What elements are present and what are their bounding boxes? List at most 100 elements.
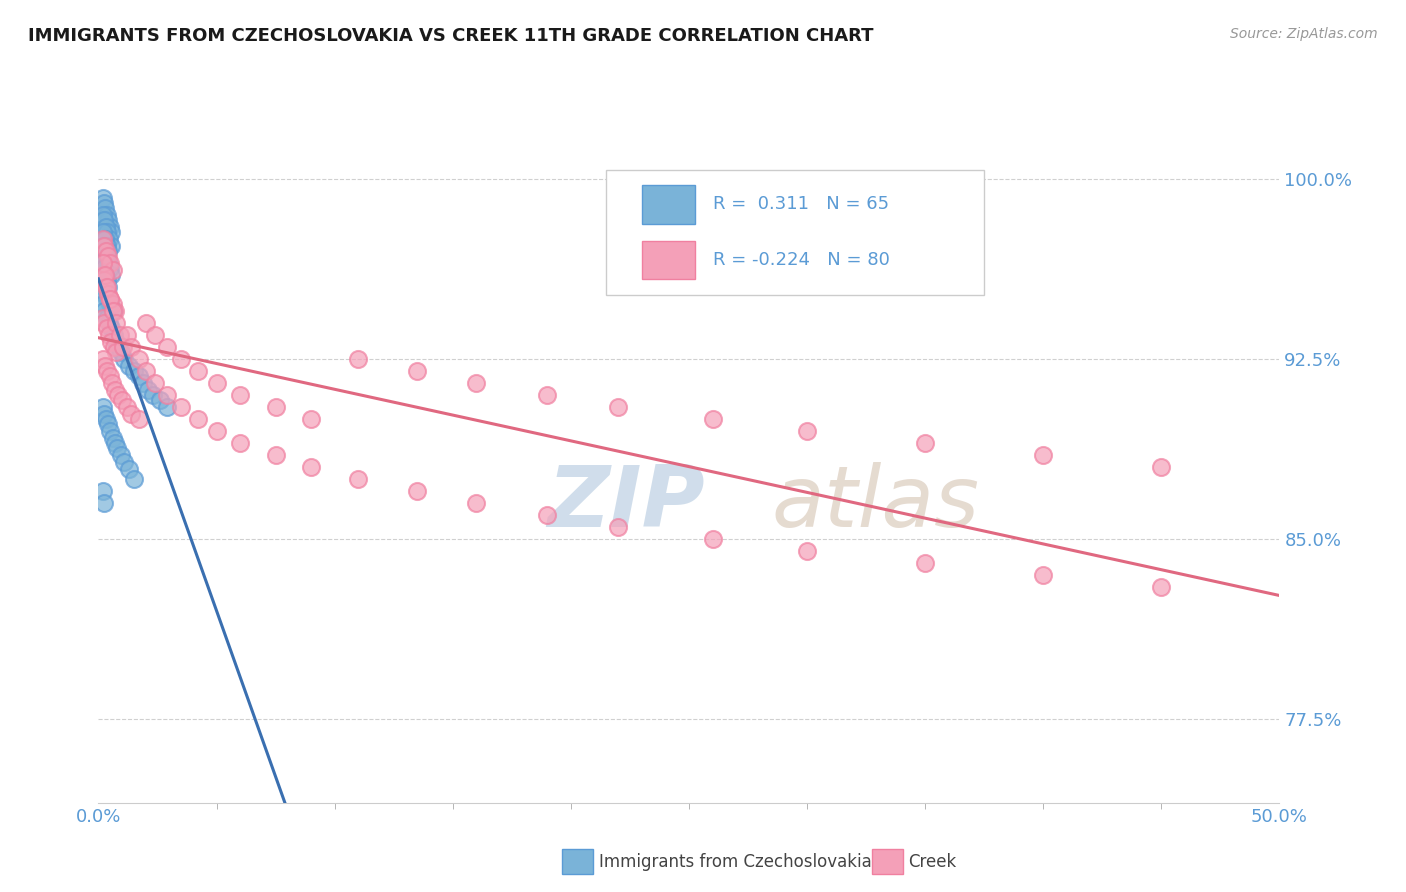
Point xyxy=(104,436,127,450)
Point xyxy=(98,256,121,270)
Point xyxy=(98,219,121,234)
Point xyxy=(97,280,120,294)
Point xyxy=(299,459,322,474)
Point xyxy=(98,297,121,311)
Point xyxy=(170,400,193,414)
Point xyxy=(128,412,150,426)
Point xyxy=(121,340,143,354)
Point xyxy=(347,472,370,486)
Point xyxy=(156,388,179,402)
Point xyxy=(94,268,117,282)
Point xyxy=(107,388,129,402)
Text: Immigrants from Czechoslovakia: Immigrants from Czechoslovakia xyxy=(599,853,872,871)
Point xyxy=(607,520,630,534)
Point xyxy=(229,388,252,402)
Point xyxy=(187,364,209,378)
Point xyxy=(796,424,818,438)
Point xyxy=(101,304,124,318)
Point xyxy=(98,424,121,438)
Point xyxy=(796,544,818,558)
Point xyxy=(264,448,287,462)
Point xyxy=(98,368,121,383)
Point xyxy=(110,448,132,462)
Point xyxy=(347,351,370,366)
Point xyxy=(97,212,120,227)
Point xyxy=(914,556,936,570)
Point xyxy=(101,263,124,277)
Point xyxy=(128,351,150,366)
Point xyxy=(121,407,143,421)
Point xyxy=(93,496,115,510)
Point xyxy=(98,260,121,275)
Point xyxy=(170,351,193,366)
Point xyxy=(101,297,124,311)
Point xyxy=(112,351,135,366)
Point xyxy=(187,412,209,426)
Point xyxy=(1032,567,1054,582)
Point xyxy=(98,232,121,246)
Point xyxy=(299,412,322,426)
Point xyxy=(93,239,115,253)
Point xyxy=(115,328,138,343)
Point xyxy=(91,400,114,414)
Point xyxy=(96,311,118,326)
Point xyxy=(94,249,117,263)
Point xyxy=(205,376,228,390)
Point xyxy=(105,316,128,330)
Point xyxy=(1150,459,1173,474)
FancyBboxPatch shape xyxy=(641,186,695,224)
Point xyxy=(143,376,166,390)
Point xyxy=(97,417,120,431)
Point xyxy=(94,280,117,294)
Point xyxy=(108,328,131,343)
Point xyxy=(110,344,132,359)
Point xyxy=(100,268,122,282)
Point xyxy=(149,392,172,407)
Point xyxy=(143,328,166,343)
Point xyxy=(97,249,120,263)
Point xyxy=(264,400,287,414)
Point xyxy=(111,392,134,407)
Point xyxy=(205,424,228,438)
Point xyxy=(101,376,124,390)
Point xyxy=(94,232,117,246)
Point xyxy=(135,364,157,378)
Point xyxy=(94,268,117,282)
Point xyxy=(91,483,114,498)
Point xyxy=(91,225,114,239)
Point xyxy=(536,508,558,522)
Point xyxy=(91,256,114,270)
Point xyxy=(91,268,114,282)
Point xyxy=(97,244,120,258)
Point xyxy=(104,383,127,397)
Point xyxy=(96,208,118,222)
Point xyxy=(1150,580,1173,594)
Point xyxy=(93,244,115,258)
Point xyxy=(105,344,128,359)
FancyBboxPatch shape xyxy=(641,241,695,279)
Point xyxy=(91,351,114,366)
Point xyxy=(1032,448,1054,462)
Point xyxy=(98,328,121,343)
Point xyxy=(97,256,120,270)
Point xyxy=(100,225,122,239)
Point xyxy=(96,292,118,306)
Point xyxy=(465,376,488,390)
Point xyxy=(98,316,121,330)
Point xyxy=(98,292,121,306)
Text: ZIP: ZIP xyxy=(547,462,704,545)
Point xyxy=(93,212,115,227)
Point xyxy=(91,280,114,294)
Point xyxy=(105,441,128,455)
Point xyxy=(914,436,936,450)
Point xyxy=(103,340,125,354)
Point xyxy=(122,364,145,378)
Point xyxy=(94,219,117,234)
Point xyxy=(91,311,114,326)
Point xyxy=(122,472,145,486)
Point xyxy=(96,225,118,239)
Point xyxy=(103,328,125,343)
Point xyxy=(100,335,122,350)
Point xyxy=(96,364,118,378)
Point xyxy=(104,304,127,318)
